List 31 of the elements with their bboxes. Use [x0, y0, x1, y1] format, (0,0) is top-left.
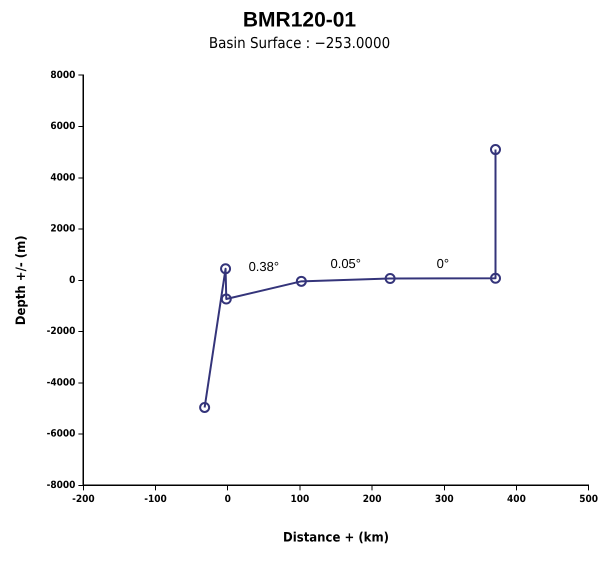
y-tick-label: -2000 — [46, 326, 76, 338]
point — [490, 144, 502, 156]
y-axis-title: Depth +/- (m) — [14, 235, 30, 326]
y-tick-label: 8000 — [50, 70, 76, 81]
point — [220, 263, 232, 274]
x-tick-label: -200 — [72, 494, 95, 505]
x-tick-label: -100 — [144, 494, 167, 505]
x-tick-label: 100 — [290, 494, 310, 505]
point — [220, 294, 232, 305]
y-tick-label: -4000 — [46, 377, 76, 388]
y-tick-label: -8000 — [46, 480, 76, 491]
y-tick-label: 2000 — [50, 224, 76, 235]
point — [490, 272, 502, 284]
point — [199, 402, 210, 413]
y-tick-label: 0 — [69, 274, 76, 286]
chart-subtitle: Basin Surface : −253.0000 — [208, 34, 390, 52]
x-tick-label: 200 — [362, 494, 382, 505]
y-tick-label: 4000 — [50, 172, 76, 184]
x-tick-label: 300 — [434, 494, 454, 505]
x-axis-title: Distance + (km) — [283, 530, 389, 546]
annotation: 0.05° — [330, 256, 361, 272]
x-tick-label: 500 — [579, 494, 598, 505]
annotation: 0.38° — [248, 258, 280, 274]
x-tick-label: 400 — [507, 494, 526, 505]
annotation: 0° — [436, 256, 450, 271]
y-tick-label: -6000 — [46, 428, 76, 440]
y-tick-label: 6000 — [50, 121, 76, 132]
x-tick-label: 0 — [224, 494, 231, 505]
point — [384, 273, 396, 284]
chart-title: BMR120-01 — [242, 8, 356, 32]
point — [296, 276, 307, 287]
